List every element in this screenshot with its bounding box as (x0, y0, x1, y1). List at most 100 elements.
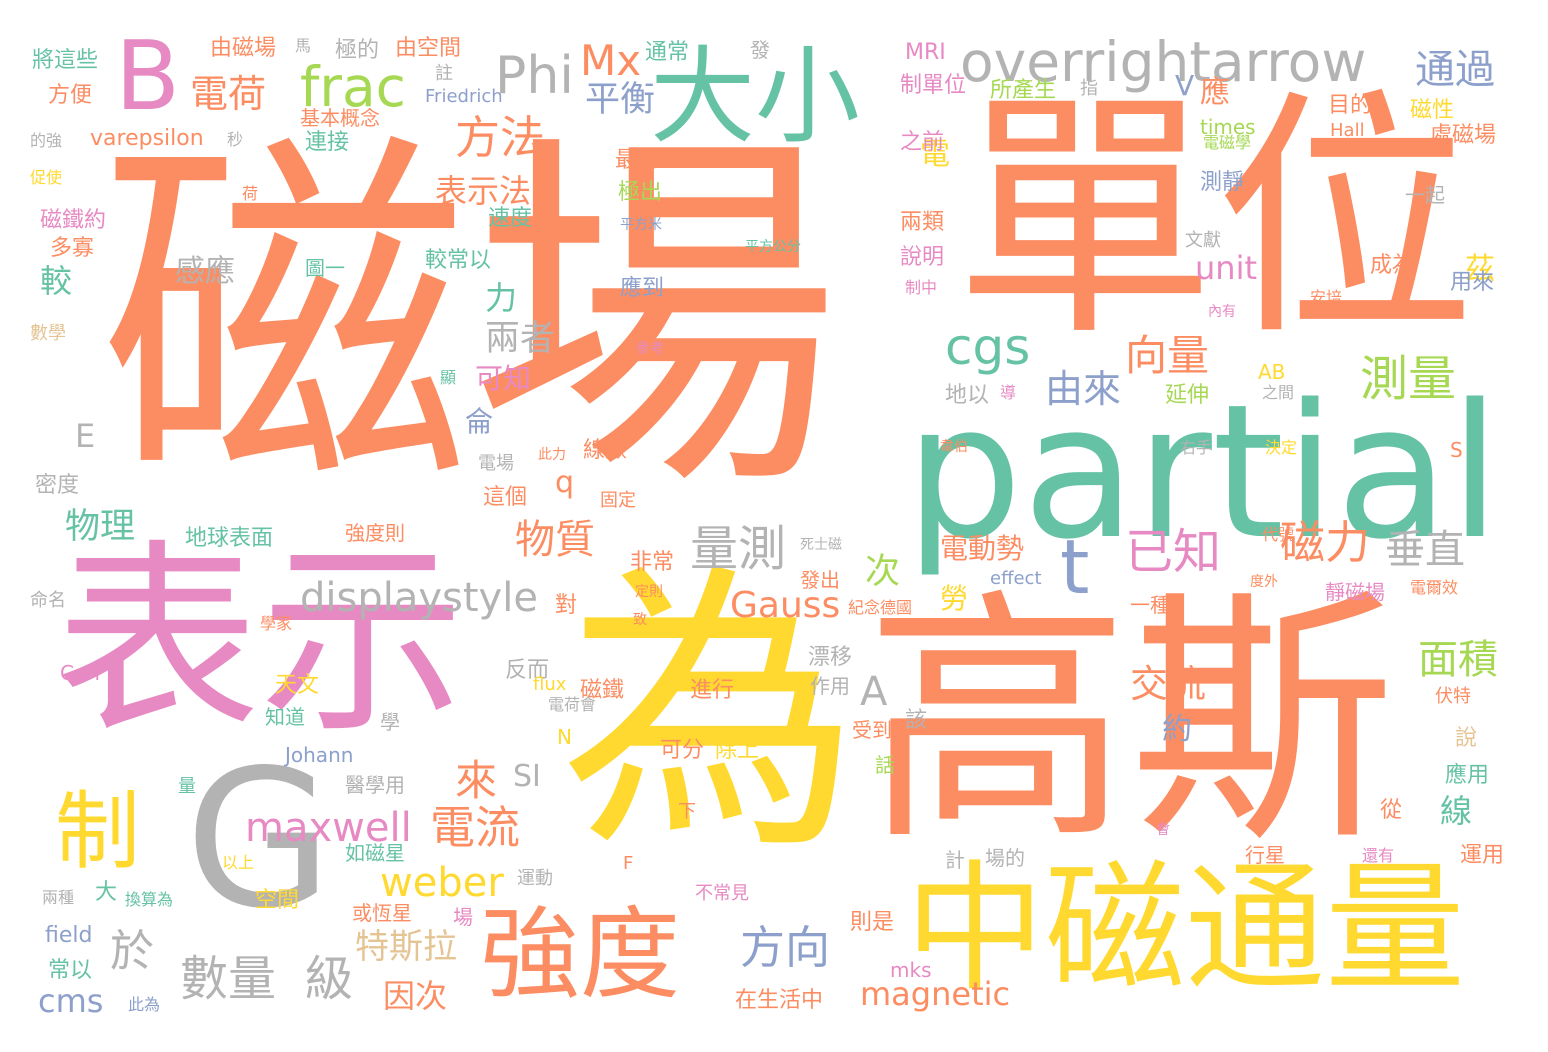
word-茲: 茲 (1465, 252, 1495, 287)
word-F: F (623, 853, 634, 874)
word-定則: 定則 (635, 584, 663, 600)
word-圖一: 圖一 (305, 256, 345, 280)
word-多寡: 多寡 (50, 236, 95, 261)
word-或恆星: 或恆星 (352, 901, 412, 925)
word-兩類: 兩類 (900, 210, 945, 235)
word-則是: 則是 (850, 910, 895, 935)
word-方向: 方向 (740, 921, 831, 974)
word-大: 大 (95, 880, 118, 905)
word-命名: 命名 (30, 590, 66, 611)
word-促使: 促使 (30, 168, 63, 187)
word-frac: frac (300, 55, 406, 119)
word-以上: 以上 (222, 853, 255, 872)
word-密度: 密度 (35, 473, 80, 498)
word-應: 應 (1200, 75, 1230, 110)
word-常以: 常以 (48, 958, 93, 983)
word-Mx: Mx (580, 36, 642, 85)
word-對: 對 (555, 593, 578, 618)
word-中磁通量: 中磁通量 (905, 848, 1466, 1011)
word-應到: 應到 (620, 276, 665, 301)
word-如磁星: 如磁星 (345, 841, 405, 865)
word-電動勢: 電動勢 (940, 532, 1025, 565)
word-反而: 反而 (505, 658, 550, 683)
word-將這些: 將這些 (32, 48, 99, 73)
word-強度則: 強度則 (345, 521, 405, 545)
word-文獻: 文獻 (1185, 230, 1221, 251)
word-面積: 面積 (1418, 637, 1498, 683)
word-Hall: Hall (1330, 120, 1365, 141)
word-學家: 學家 (260, 614, 293, 633)
word-漂移: 漂移 (808, 645, 853, 670)
word-紀念德國: 紀念德國 (848, 598, 913, 617)
word-次: 次 (865, 552, 901, 592)
word-cgs: cgs (945, 318, 1031, 376)
word-S: S (1450, 438, 1463, 462)
word-AB: AB (1258, 360, 1286, 384)
word-在生活中: 在生活中 (735, 988, 824, 1013)
word-effect: effect (990, 568, 1042, 589)
word-所產生: 所產生 (990, 78, 1057, 103)
word-除上: 除上 (715, 738, 760, 763)
word-這個: 這個 (483, 485, 528, 510)
word-顯: 顯 (440, 368, 457, 387)
word-量: 量 (178, 776, 196, 797)
word-由來: 由來 (1045, 367, 1122, 411)
word-強度: 強度 (480, 896, 680, 1013)
word-級: 級 (305, 951, 354, 1007)
word-換算為: 換算為 (125, 890, 174, 909)
word-基本概念: 基本概念 (300, 106, 380, 130)
word-進行: 進行 (690, 678, 735, 703)
word-表示法: 表示法 (435, 172, 532, 210)
word-侖: 侖 (465, 405, 494, 438)
word-磁力: 磁力 (1280, 516, 1371, 569)
word-度外: 度外 (1250, 574, 1278, 590)
word-測靜: 測靜 (1200, 170, 1245, 195)
word-制單位: 制單位 (900, 73, 967, 98)
word-可知: 可知 (475, 362, 532, 395)
word-發出: 發出 (800, 568, 840, 592)
word-醫學用: 醫學用 (345, 773, 405, 797)
word-Phi: Phi (495, 46, 574, 106)
word-此力: 此力 (538, 447, 566, 463)
word-已知: 已知 (1125, 524, 1222, 580)
word-目的: 目的 (1328, 93, 1373, 118)
word-運用: 運用 (1460, 843, 1505, 868)
word-partial: partial (905, 364, 1501, 580)
word-磁鐵約: 磁鐵約 (40, 208, 107, 233)
word-數學: 數學 (30, 323, 66, 344)
word-特斯拉: 特斯拉 (355, 927, 457, 967)
word-N: N (557, 725, 572, 749)
word-磁性: 磁性 (1410, 98, 1455, 123)
word-代號: 代號 (1262, 525, 1295, 544)
word-平方米: 平方米 (620, 217, 662, 233)
word-地球表面: 地球表面 (185, 526, 274, 551)
word-該: 該 (905, 708, 928, 733)
word-平衡: 平衡 (585, 80, 656, 120)
word-magnetic: magnetic (860, 975, 1011, 1013)
word-處磁場: 處磁場 (1430, 123, 1497, 148)
word-G: G (185, 729, 333, 950)
word-之間: 之間 (1262, 383, 1295, 402)
word-用來: 用來 (1450, 270, 1495, 295)
word-場的: 場的 (985, 846, 1025, 870)
word-大小: 大小 (650, 36, 861, 158)
word-參考: 參考 (636, 341, 664, 357)
word-固定: 固定 (600, 490, 636, 511)
word-因次: 因次 (383, 977, 448, 1015)
word-速度: 速度 (488, 206, 533, 231)
word-指: 指 (1080, 78, 1098, 99)
word-學: 學 (380, 710, 400, 734)
word-極出: 極出 (618, 180, 663, 205)
word-單位: 單位 (955, 69, 1475, 371)
word-內有: 內有 (1208, 304, 1236, 320)
word-伏特: 伏特 (1435, 686, 1471, 707)
word-cms: cms (38, 982, 104, 1020)
word-mks: mks (890, 958, 932, 982)
word-制中: 制中 (905, 278, 938, 297)
word-行星: 行星 (1245, 843, 1285, 867)
word-制: 制 (55, 783, 141, 882)
word-電荷: 電荷 (190, 72, 267, 116)
word-由空間: 由空間 (395, 36, 462, 61)
word-延伸: 延伸 (1165, 383, 1210, 408)
word-說明: 說明 (900, 245, 945, 270)
